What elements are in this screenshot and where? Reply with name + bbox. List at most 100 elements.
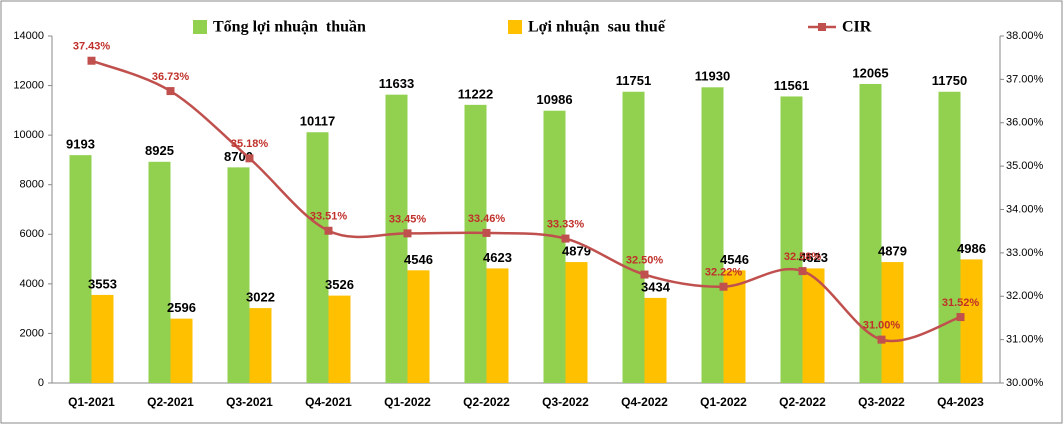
bar [148, 161, 171, 383]
value-label: 4546 [404, 252, 433, 267]
bar [91, 294, 114, 383]
value-label: 37.43% [73, 41, 111, 53]
value-label: 32.50% [626, 254, 664, 266]
marker [324, 226, 333, 235]
y2-tick-label: 36.00% [1006, 117, 1044, 129]
y-tick-label: 14000 [13, 30, 44, 42]
x-tick-label: Q4-2021 [305, 395, 352, 409]
y-tick-label: 0 [38, 377, 44, 389]
marker [561, 234, 570, 243]
marker [245, 154, 254, 163]
x-tick-label: Q3-2021 [226, 395, 273, 409]
bar [385, 94, 408, 383]
y-tick-label: 8000 [20, 179, 44, 191]
x-tick-label: Q1-2022 [384, 395, 431, 409]
y2-tick-label: 37.00% [1006, 73, 1044, 85]
legend-label: Tổng lợi nhuận thuần [213, 19, 366, 36]
bar [565, 262, 588, 383]
bar [938, 91, 961, 384]
marker [956, 313, 965, 322]
value-label: 12065 [852, 65, 888, 80]
value-label: 33.51% [310, 211, 348, 223]
bar [859, 83, 882, 383]
value-label: 32.58% [784, 251, 822, 263]
value-label: 11930 [695, 69, 730, 84]
bar [306, 132, 329, 383]
marker [87, 56, 96, 65]
bar [701, 87, 724, 383]
bar [543, 110, 566, 384]
value-label: 8925 [145, 143, 174, 158]
x-tick-label: Q1-2022 [700, 395, 747, 409]
value-label: 31.52% [942, 297, 980, 309]
value-label: 4879 [878, 244, 907, 259]
value-label: 4623 [483, 250, 512, 265]
bar [644, 297, 667, 383]
value-label: 32.22% [705, 267, 743, 279]
x-tick-label: Q2-2021 [147, 395, 194, 409]
x-tick-label: Q3-2022 [542, 395, 589, 409]
value-label: 4879 [562, 244, 591, 259]
marker [482, 228, 491, 237]
bar [486, 268, 509, 383]
value-label: 4986 [957, 241, 986, 256]
bar [723, 270, 746, 383]
value-label: 9193 [66, 137, 95, 152]
x-tick-label: Q4-2022 [621, 395, 668, 409]
x-tick-label: Q2-2022 [779, 395, 826, 409]
bar [170, 318, 193, 383]
marker [403, 229, 412, 238]
value-label: 11222 [458, 86, 493, 101]
y-tick-label: 12000 [13, 79, 44, 91]
bar [69, 155, 92, 383]
marker [719, 282, 728, 291]
line [91, 59, 961, 343]
y-tick-label: 4000 [20, 278, 44, 290]
value-label: 33.46% [468, 213, 506, 225]
value-label: 4546 [720, 252, 749, 267]
bar [227, 167, 250, 383]
y-tick-label: 6000 [20, 228, 44, 240]
value-label: 35.18% [231, 138, 269, 150]
y2-tick-label: 30.00% [1006, 377, 1044, 389]
value-label: 11561 [774, 78, 809, 93]
legend-label: Lợi nhuận sau thuế [528, 19, 666, 36]
value-label: 10117 [300, 114, 335, 129]
y2-tick-label: 35.00% [1006, 160, 1044, 172]
value-label: 3553 [88, 276, 117, 291]
marker [640, 270, 649, 279]
value-label: 31.00% [863, 320, 901, 332]
value-label: 2596 [167, 300, 196, 315]
y2-tick-label: 38.00% [1006, 30, 1044, 42]
marker [798, 267, 807, 276]
value-label: 3434 [641, 279, 671, 294]
marker [877, 335, 886, 344]
value-label: 11750 [932, 73, 967, 88]
y2-tick-label: 34.00% [1006, 203, 1044, 215]
bar [780, 96, 803, 383]
x-tick-label: Q2-2022 [463, 395, 510, 409]
value-label: 33.33% [547, 218, 585, 230]
value-label: 3022 [246, 290, 275, 305]
bar [881, 262, 904, 383]
y2-tick-label: 33.00% [1006, 247, 1044, 259]
y-tick-label: 10000 [13, 129, 44, 141]
y-tick-label: 2000 [20, 327, 44, 339]
value-label: 10986 [536, 92, 572, 107]
bar [802, 268, 825, 383]
bar [464, 104, 487, 384]
marker [166, 87, 175, 96]
value-label: 11633 [379, 76, 414, 91]
bar [407, 270, 430, 383]
y2-tick-label: 31.00% [1006, 334, 1044, 346]
value-label: 36.73% [152, 71, 190, 83]
value-label: 3526 [325, 277, 354, 292]
value-label: 33.45% [389, 213, 427, 225]
value-label: 4623 [799, 250, 828, 265]
y2-tick-label: 32.00% [1006, 290, 1044, 302]
legend-swatch [818, 23, 826, 31]
value-label: 11751 [616, 73, 651, 88]
legend-swatch [508, 20, 522, 34]
x-tick-label: Q1-2021 [68, 395, 115, 409]
